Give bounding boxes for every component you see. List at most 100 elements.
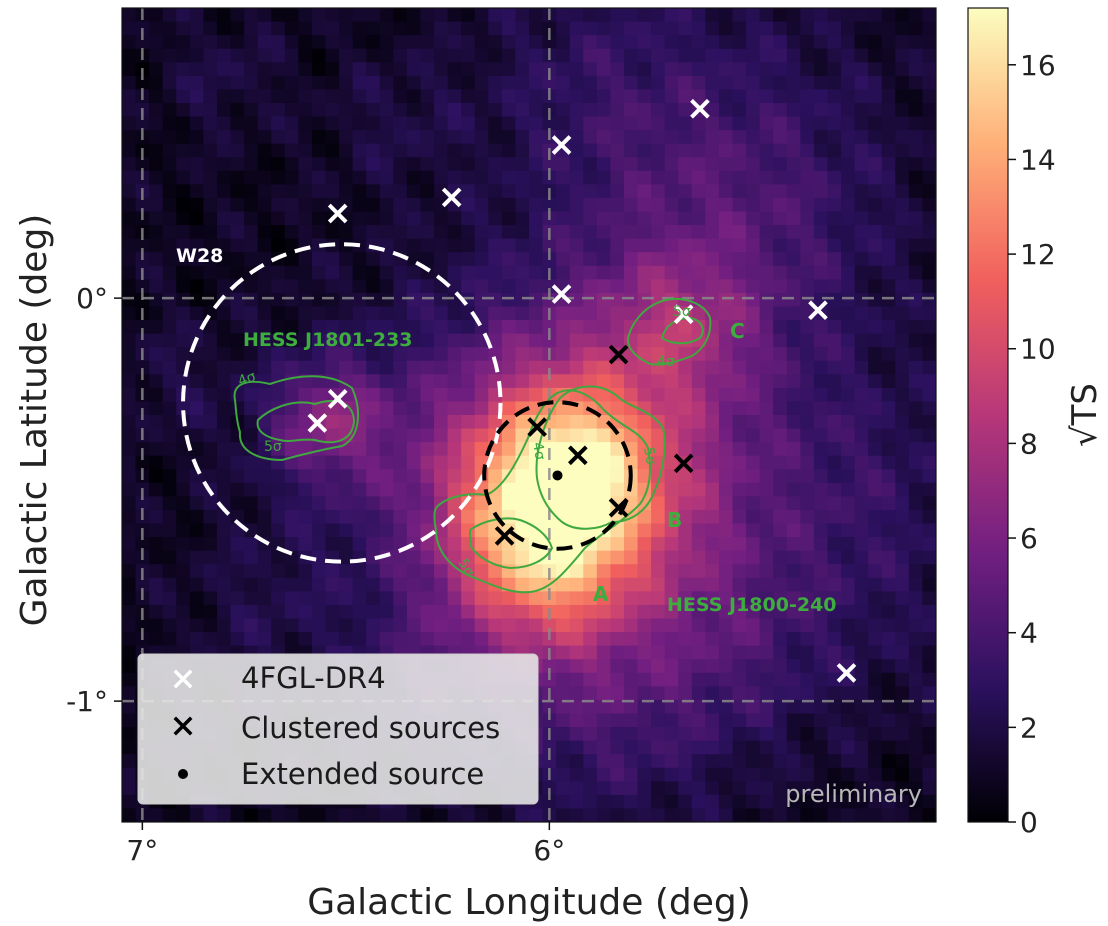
- heatmap-cell: [651, 632, 666, 647]
- heatmap-cell: [596, 659, 611, 674]
- heatmap-cell: [773, 48, 788, 63]
- heatmap-cell: [149, 591, 164, 606]
- heatmap-cell: [447, 469, 462, 484]
- heatmap-cell: [651, 442, 666, 457]
- heatmap-cell: [488, 591, 503, 606]
- heatmap-cell: [271, 564, 286, 579]
- heatmap-cell: [352, 102, 367, 118]
- heatmap-cell: [352, 89, 367, 104]
- heatmap-cell: [868, 767, 883, 782]
- heatmap-cell: [311, 577, 327, 592]
- heatmap-cell: [623, 374, 639, 389]
- heatmap-cell: [732, 21, 747, 36]
- heatmap-cell: [895, 455, 910, 470]
- heatmap-cell: [813, 550, 829, 565]
- heatmap-cell: [922, 740, 936, 755]
- heatmap-cell: [434, 360, 449, 375]
- heatmap-cell: [447, 618, 462, 633]
- heatmap-cell: [162, 428, 177, 443]
- heatmap-cell: [895, 740, 910, 755]
- heatmap-cell: [203, 374, 218, 389]
- heatmap-cell: [542, 116, 557, 131]
- heatmap-cell: [352, 482, 367, 497]
- heatmap-cell: [868, 306, 883, 321]
- heatmap-cell: [447, 577, 462, 592]
- heatmap-cell: [420, 130, 435, 145]
- heatmap-cell: [908, 157, 924, 172]
- heatmap-cell: [922, 252, 936, 267]
- heatmap-cell: [515, 808, 530, 822]
- heatmap-cell: [732, 238, 747, 253]
- heatmap-cell: [759, 455, 774, 470]
- heatmap-cell: [637, 604, 652, 620]
- heatmap-cell: [746, 333, 761, 348]
- heatmap-cell: [705, 238, 720, 253]
- heatmap-cell: [298, 523, 313, 538]
- heatmap-cell: [813, 455, 829, 470]
- colorbar-label: √TS: [1065, 383, 1105, 447]
- heatmap-cell: [230, 442, 245, 457]
- heatmap-cell: [149, 238, 164, 253]
- heatmap-cell: [230, 143, 245, 158]
- heatmap-cell: [746, 211, 761, 226]
- heatmap-cell: [393, 62, 408, 77]
- heatmap-cell: [216, 442, 232, 457]
- heatmap-cell: [203, 62, 218, 77]
- heatmap-cell: [529, 632, 544, 647]
- heatmap-cell: [203, 455, 218, 470]
- heatmap-cell: [474, 374, 489, 389]
- heatmap-cell: [746, 767, 761, 782]
- heatmap-cell: [176, 252, 191, 267]
- heatmap-cell: [515, 130, 530, 145]
- heatmap-cell: [583, 225, 598, 240]
- heatmap-cell: [651, 211, 666, 226]
- heatmap-cell: [529, 170, 544, 185]
- heatmap-cell: [271, 442, 286, 457]
- heatmap-cell: [773, 292, 788, 308]
- heatmap-cell: [583, 89, 598, 104]
- heatmap-cell: [651, 672, 666, 687]
- heatmap-cell: [447, 48, 462, 63]
- heatmap-cell: [515, 170, 530, 185]
- heatmap-cell: [868, 482, 883, 497]
- heatmap-cell: [189, 238, 204, 253]
- heatmap-cell: [610, 699, 625, 715]
- heatmap-cell: [501, 333, 517, 348]
- heatmap-cell: [732, 727, 747, 742]
- heatmap-cell: [257, 279, 272, 294]
- heatmap-cell: [705, 8, 720, 23]
- heatmap-cell: [339, 35, 354, 50]
- heatmap-cell: [203, 428, 218, 443]
- heatmap-cell: [284, 197, 299, 213]
- heatmap-cell: [610, 442, 625, 457]
- heatmap-cell: [569, 62, 584, 77]
- heatmap-cell: [895, 211, 910, 226]
- heatmap-cell: [841, 442, 856, 457]
- heatmap-cell: [393, 211, 408, 226]
- heatmap-cell: [488, 279, 503, 294]
- heatmap-cell: [623, 143, 639, 158]
- heatmap-cell: [122, 157, 137, 172]
- heatmap-cell: [786, 455, 801, 470]
- heatmap-cell: [203, 618, 218, 633]
- heatmap-cell: [488, 89, 503, 104]
- heatmap-cell: [122, 374, 137, 389]
- heatmap-cell: [379, 537, 394, 552]
- heatmap-cell: [461, 320, 476, 335]
- heatmap-cell: [406, 428, 422, 443]
- heatmap-cell: [298, 360, 313, 375]
- heatmap-cell: [325, 496, 340, 511]
- heatmap-cell: [881, 686, 896, 701]
- heatmap-cell: [556, 550, 571, 565]
- x-axis-label: Galactic Longitude (deg): [307, 882, 751, 923]
- heatmap-cell: [501, 347, 517, 362]
- heatmap-cell: [569, 482, 584, 497]
- heatmap-cell: [162, 347, 177, 362]
- heatmap-cell: [339, 292, 354, 308]
- heatmap-cell: [569, 21, 584, 36]
- heatmap-cell: [149, 265, 164, 280]
- heatmap-cell: [732, 170, 747, 185]
- heatmap-cell: [664, 442, 679, 457]
- heatmap-cell: [339, 184, 354, 199]
- heatmap-cell: [339, 632, 354, 647]
